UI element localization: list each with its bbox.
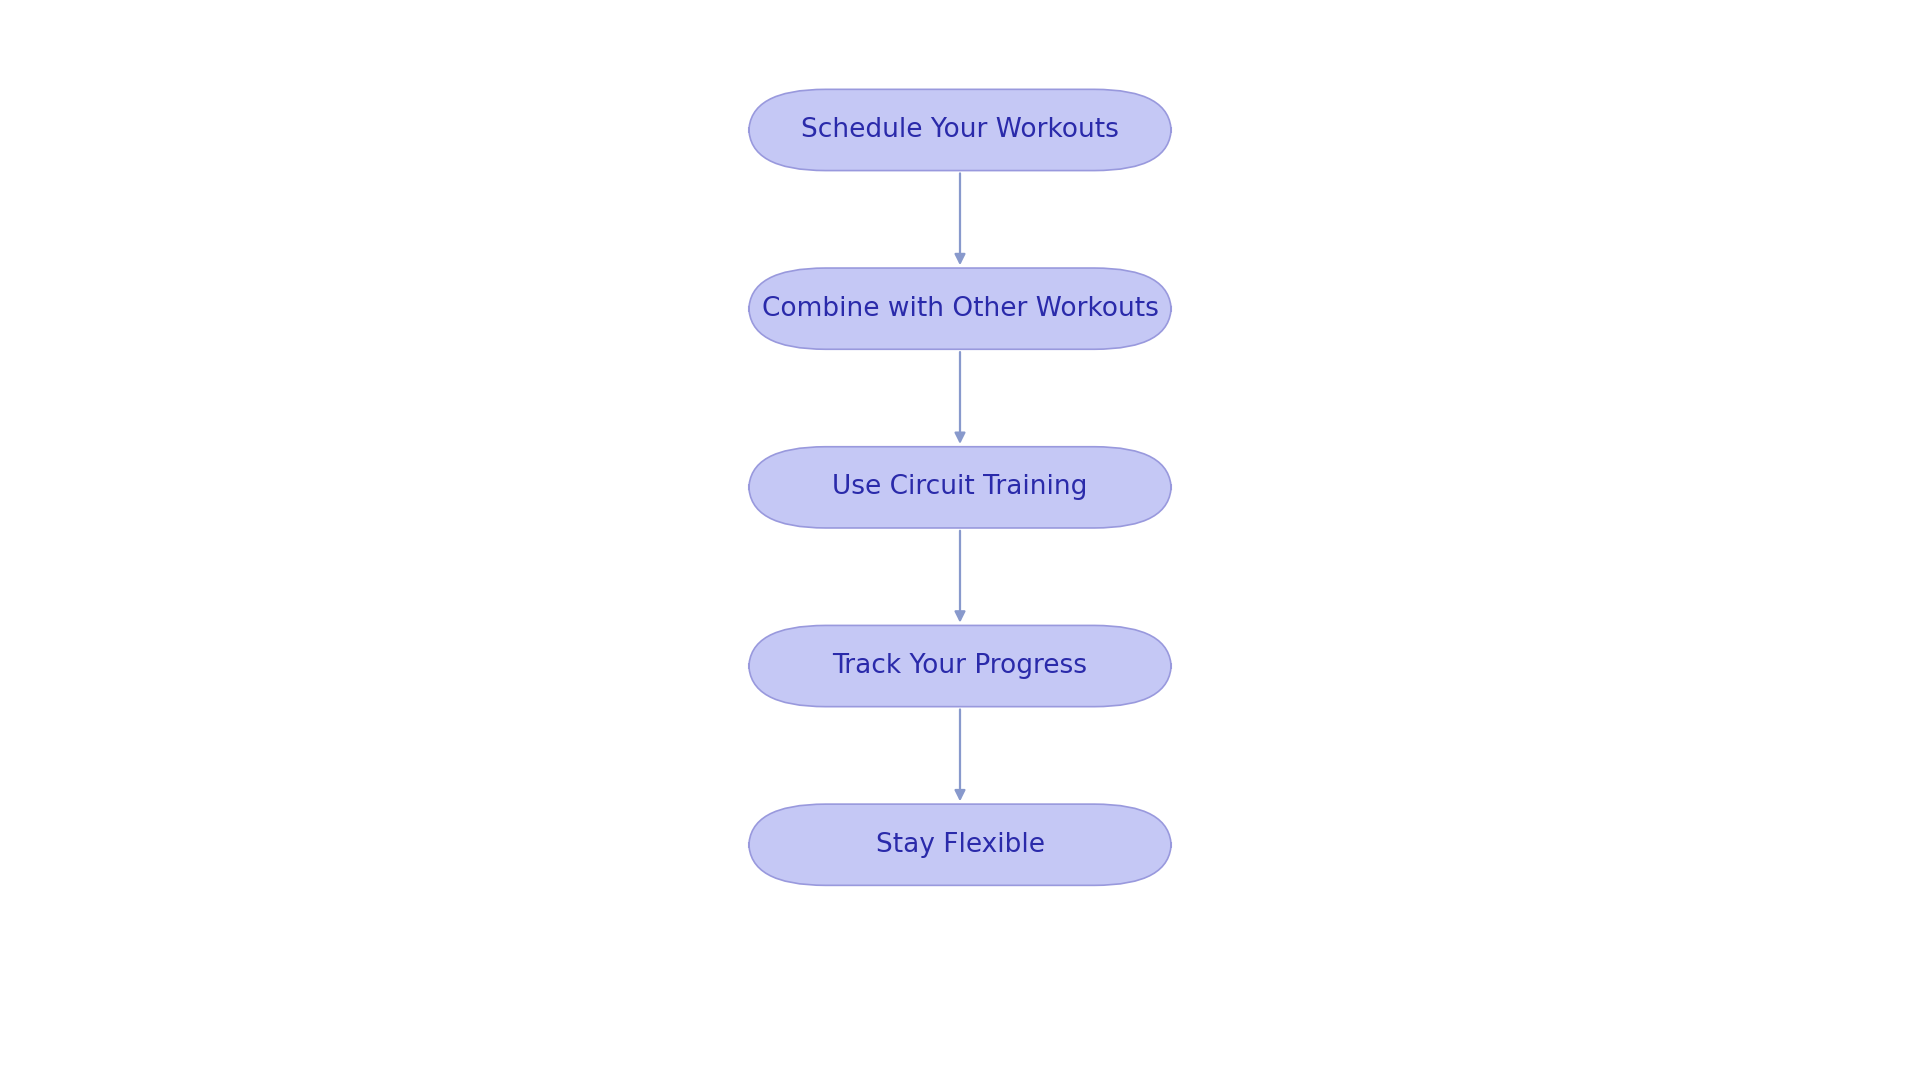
FancyBboxPatch shape [749, 90, 1171, 170]
Text: Schedule Your Workouts: Schedule Your Workouts [801, 117, 1119, 143]
Text: Stay Flexible: Stay Flexible [876, 832, 1044, 858]
Text: Use Circuit Training: Use Circuit Training [831, 474, 1089, 500]
FancyBboxPatch shape [749, 804, 1171, 886]
FancyBboxPatch shape [749, 625, 1171, 706]
Text: Track Your Progress: Track Your Progress [833, 653, 1087, 679]
FancyBboxPatch shape [749, 446, 1171, 529]
FancyBboxPatch shape [749, 269, 1171, 349]
Text: Combine with Other Workouts: Combine with Other Workouts [762, 296, 1158, 322]
